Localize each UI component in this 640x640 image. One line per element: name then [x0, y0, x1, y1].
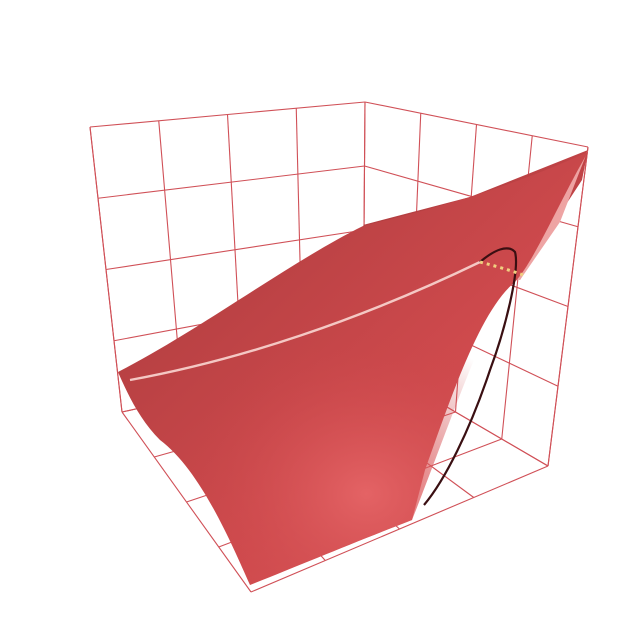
surface-glow: [129, 259, 512, 585]
box-edge: [89, 126, 123, 413]
box-edge: [547, 146, 589, 467]
surface-layer: [118, 150, 588, 585]
grid-line-back-left-horizontal: [105, 229, 365, 271]
curve-light: [129, 260, 481, 382]
grid-line-floor: [250, 465, 549, 593]
curve-dashed: [479, 260, 527, 278]
curve-dark: [423, 247, 518, 506]
curve-layer: [129, 247, 527, 506]
